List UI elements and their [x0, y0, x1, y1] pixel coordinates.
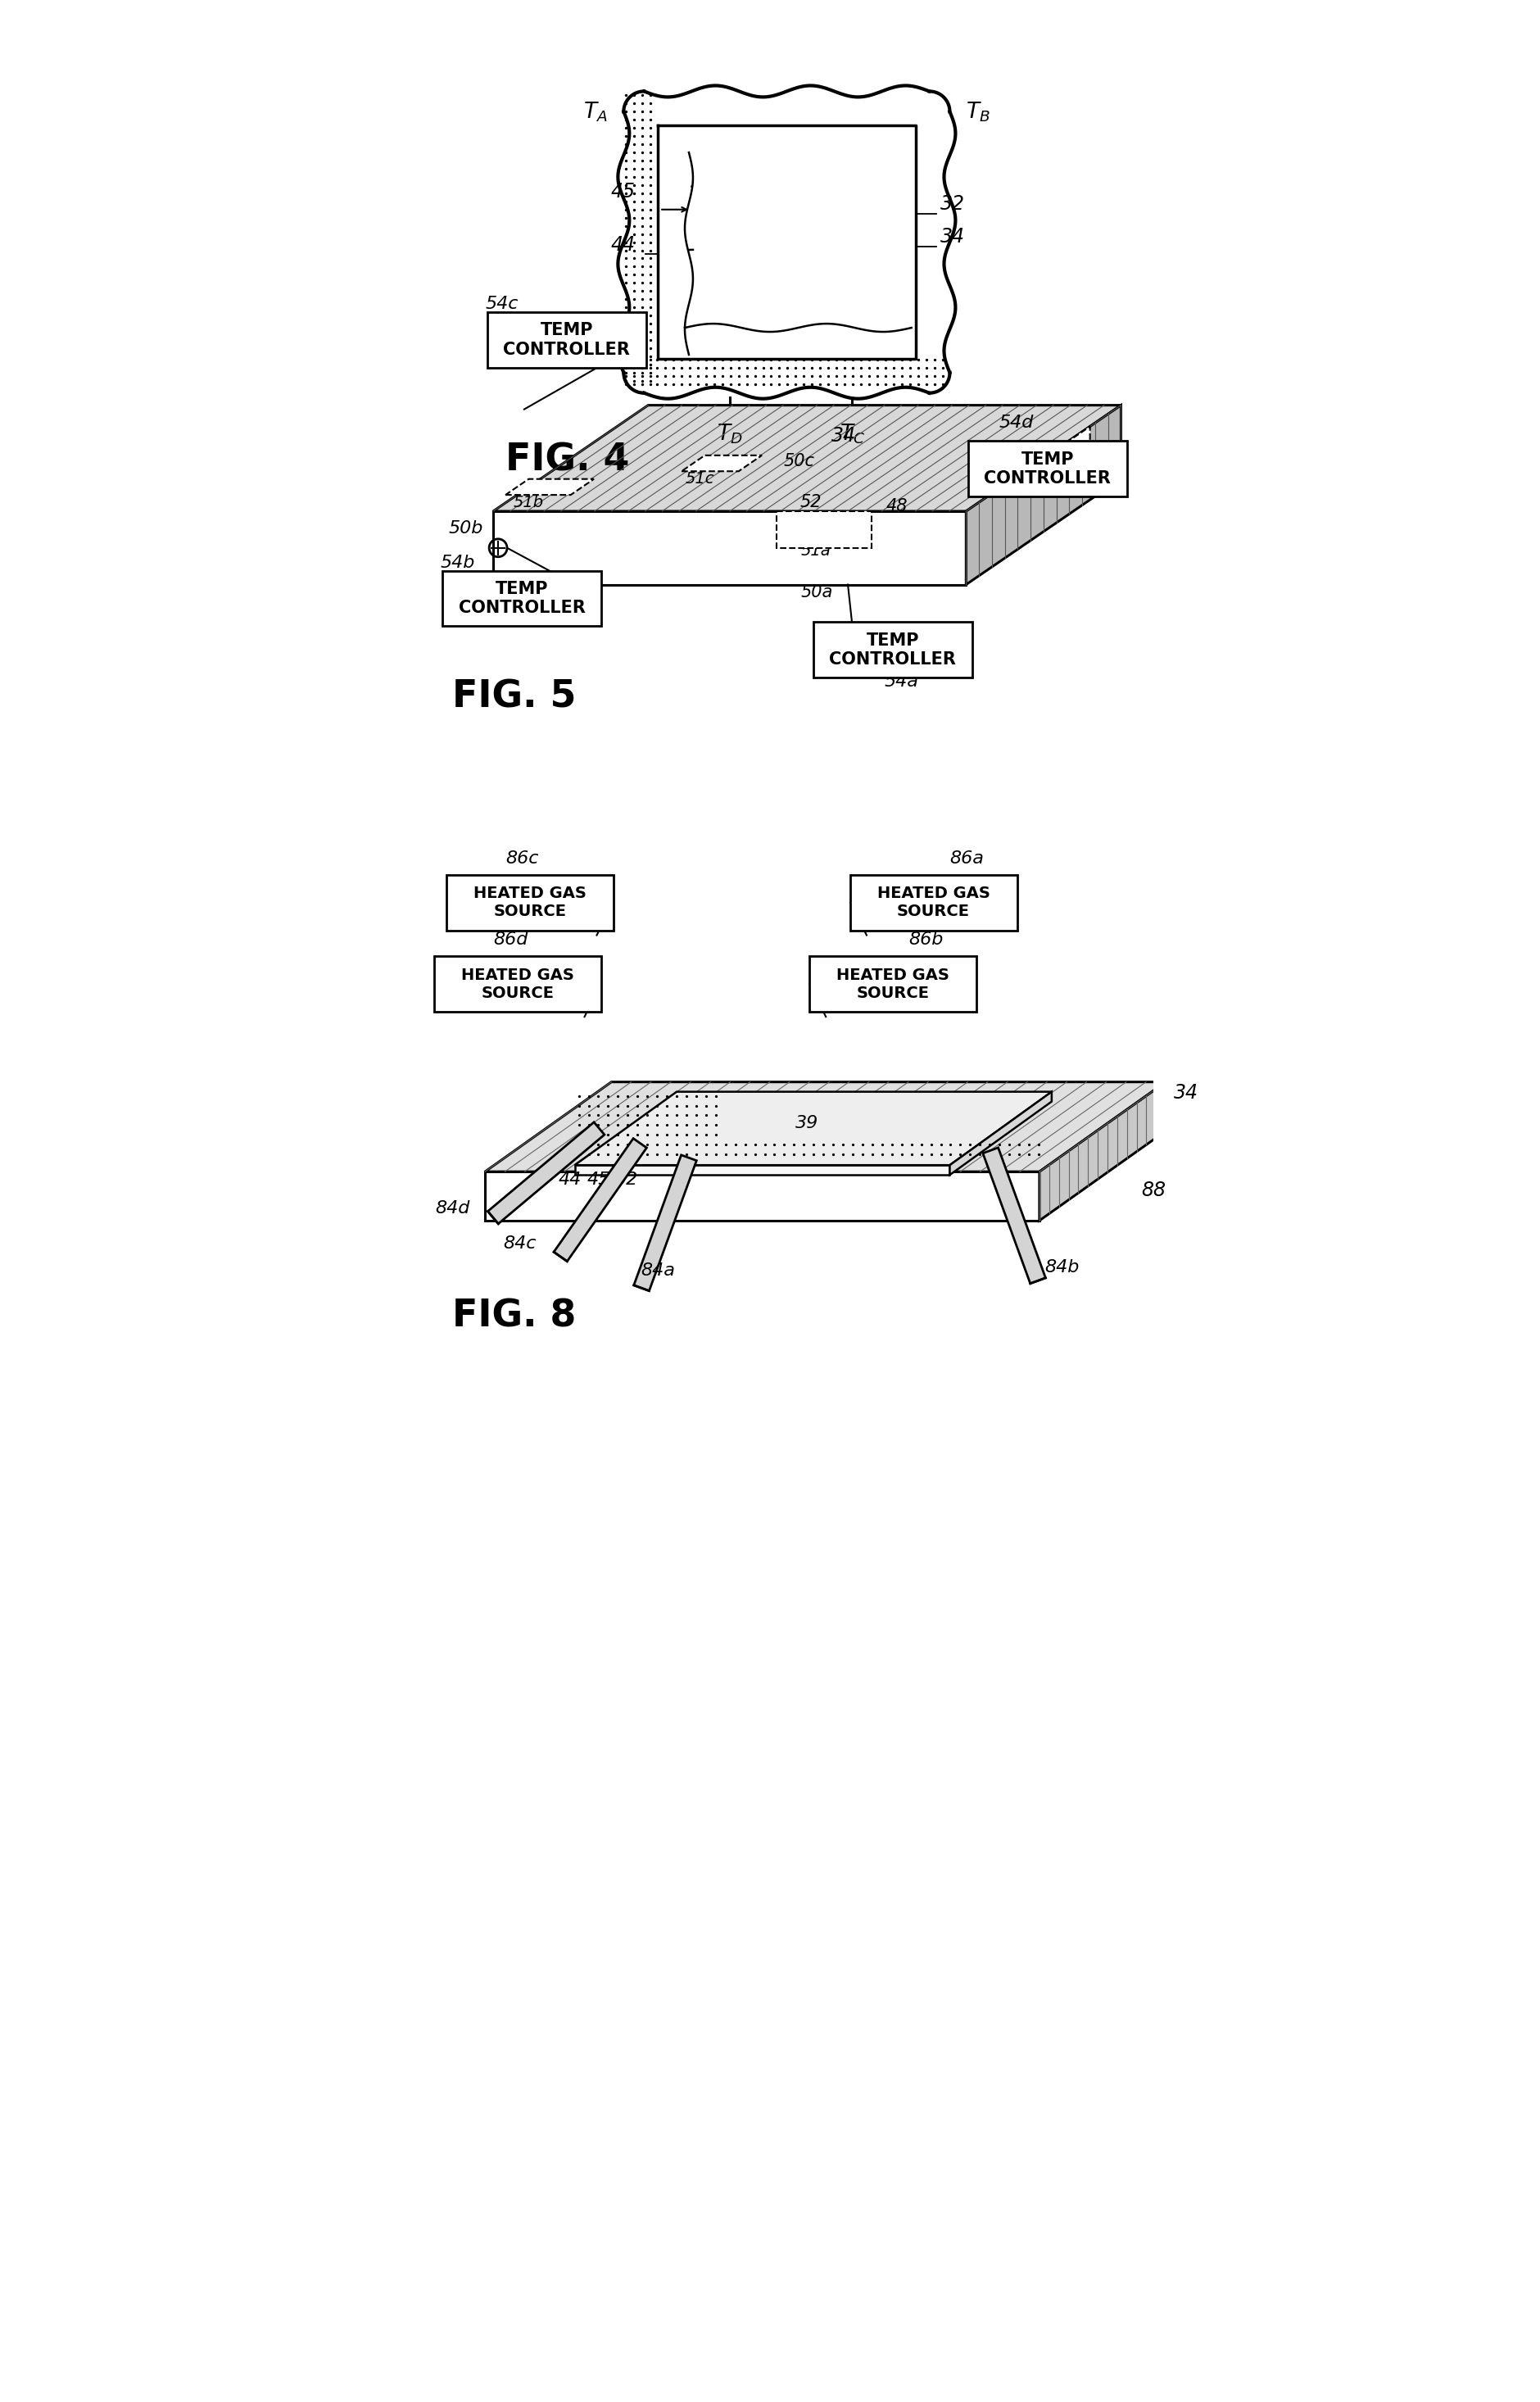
Bar — [850, 874, 1016, 930]
Text: 44: 44 — [610, 235, 634, 255]
Text: 54a: 54a — [884, 673, 918, 689]
Bar — [487, 312, 645, 368]
Text: 86a: 86a — [949, 850, 984, 867]
Polygon shape — [553, 1139, 647, 1261]
Text: $T_C$: $T_C$ — [839, 423, 864, 444]
Text: 50a: 50a — [801, 584, 832, 600]
Text: 34: 34 — [939, 226, 964, 247]
Bar — [447, 874, 613, 930]
Text: FIG. 4: FIG. 4 — [505, 442, 630, 478]
Text: 86b: 86b — [909, 932, 942, 949]
Text: 51c: 51c — [685, 471, 715, 488]
Polygon shape — [1043, 428, 1089, 495]
Polygon shape — [574, 1165, 949, 1175]
Text: TEMP
CONTROLLER: TEMP CONTROLLER — [504, 322, 630, 358]
Text: 48: 48 — [886, 497, 907, 514]
Text: TEMP
CONTROLLER: TEMP CONTROLLER — [984, 452, 1110, 488]
Text: HEATED GAS
SOURCE: HEATED GAS SOURCE — [876, 886, 989, 920]
Polygon shape — [966, 406, 1121, 584]
Text: 50c: 50c — [784, 454, 815, 471]
Text: $T_B$: $T_B$ — [966, 101, 990, 123]
Text: 86d: 86d — [493, 932, 528, 949]
Text: 84b: 84b — [1044, 1259, 1080, 1275]
Text: 84c: 84c — [504, 1235, 536, 1251]
Text: HEATED GAS
SOURCE: HEATED GAS SOURCE — [460, 968, 574, 1002]
Bar — [442, 572, 601, 627]
Text: HEATED GAS
SOURCE: HEATED GAS SOURCE — [473, 886, 587, 920]
Text: 50b: 50b — [448, 521, 484, 536]
Polygon shape — [493, 406, 1121, 512]
Text: 52: 52 — [799, 495, 821, 509]
Polygon shape — [485, 1081, 1166, 1172]
Bar — [434, 956, 601, 1011]
Text: $T_A$: $T_A$ — [582, 101, 607, 123]
Polygon shape — [485, 1172, 1040, 1220]
Polygon shape — [574, 1093, 1052, 1165]
Bar — [813, 622, 972, 677]
Polygon shape — [493, 512, 966, 584]
Text: TEMP
CONTROLLER: TEMP CONTROLLER — [457, 581, 585, 617]
Text: 44: 44 — [557, 1172, 581, 1189]
Polygon shape — [488, 1122, 604, 1223]
Text: 84a: 84a — [641, 1263, 675, 1280]
Text: 51b: 51b — [513, 495, 544, 509]
Polygon shape — [681, 456, 761, 471]
Text: 45: 45 — [610, 183, 634, 202]
Polygon shape — [505, 478, 593, 495]
Text: 54d: 54d — [998, 416, 1033, 432]
Text: TEMP
CONTROLLER: TEMP CONTROLLER — [829, 632, 956, 668]
Text: 54c: 54c — [485, 295, 517, 312]
Text: 34: 34 — [1173, 1083, 1198, 1103]
Polygon shape — [1040, 1081, 1166, 1220]
Bar — [967, 442, 1126, 497]
Text: 54b: 54b — [440, 555, 474, 572]
Text: 45: 45 — [587, 1172, 610, 1189]
Text: 34: 34 — [832, 425, 856, 447]
Text: HEATED GAS
SOURCE: HEATED GAS SOURCE — [836, 968, 949, 1002]
Text: 32: 32 — [614, 1172, 638, 1189]
Text: 32: 32 — [939, 195, 964, 214]
Bar — [808, 956, 976, 1011]
Polygon shape — [949, 1093, 1052, 1175]
Text: 51a: 51a — [801, 543, 830, 560]
Text: FIG. 5: FIG. 5 — [453, 677, 576, 716]
Text: 86c: 86c — [505, 850, 539, 867]
Polygon shape — [983, 1148, 1046, 1283]
Text: 88: 88 — [1141, 1179, 1166, 1201]
Polygon shape — [776, 512, 872, 548]
Text: 39: 39 — [795, 1115, 818, 1131]
Text: 51d: 51d — [1040, 468, 1069, 483]
Text: $T_D$: $T_D$ — [716, 423, 742, 444]
Text: 84d: 84d — [434, 1201, 470, 1218]
Text: 50d: 50d — [1027, 478, 1060, 495]
Polygon shape — [633, 1155, 696, 1290]
Text: FIG. 8: FIG. 8 — [453, 1297, 576, 1336]
